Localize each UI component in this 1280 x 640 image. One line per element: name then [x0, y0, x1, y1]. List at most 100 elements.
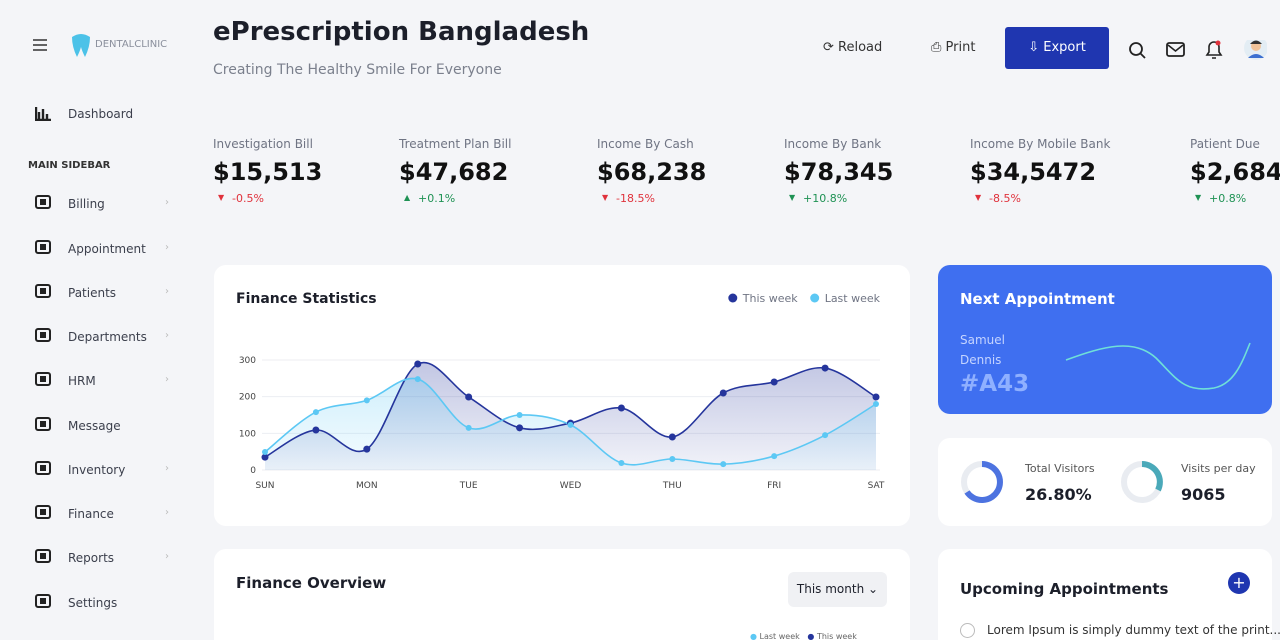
- points: [261, 360, 880, 468]
- section-label: MAIN SIDEBAR: [28, 160, 111, 171]
- data-point: [261, 453, 269, 461]
- legend-label: Last week: [759, 632, 800, 640]
- data-point: [770, 378, 778, 386]
- data-point: [262, 449, 268, 456]
- print-button[interactable]: ⎙ Print: [931, 40, 976, 55]
- nav-icon: [35, 505, 51, 519]
- nav-item[interactable]: Billing: [68, 197, 105, 211]
- upcoming-title: Upcoming Appointments: [960, 580, 1169, 598]
- stat-label: Treatment Plan Bill: [399, 137, 512, 151]
- data-point: [618, 460, 625, 467]
- nav-icon: [35, 328, 51, 342]
- data-point: [516, 424, 524, 432]
- nav-item[interactable]: Reports: [68, 551, 115, 565]
- data-point: [668, 433, 676, 441]
- reload-button[interactable]: ⟳ Reload: [823, 40, 883, 55]
- data-point: [363, 445, 371, 453]
- nav-item[interactable]: Patients: [68, 286, 117, 300]
- nav-icon: [35, 594, 51, 608]
- data-point: [821, 364, 829, 372]
- print-label: Print: [945, 40, 976, 55]
- stat-value: $47,682: [399, 158, 509, 186]
- nav-item[interactable]: HRM: [68, 374, 96, 388]
- stat-arrow: ▲: [404, 193, 411, 202]
- nav-icon: [35, 195, 51, 209]
- brand: DENTALCLINIC: [95, 39, 168, 50]
- visits-ring: [1121, 461, 1163, 503]
- nav-item[interactable]: Message: [68, 419, 121, 433]
- nav-icon: [35, 372, 51, 386]
- toolbar-icons: [1129, 40, 1267, 60]
- stat-change: +0.8%: [1209, 192, 1247, 205]
- nav-chevron: ›: [165, 507, 169, 518]
- x-tick-label: MON: [356, 481, 378, 491]
- x-tick-label: SUN: [255, 481, 274, 491]
- data-point: [719, 389, 727, 397]
- data-point: [414, 376, 421, 383]
- y-tick-label: 0: [250, 466, 256, 476]
- nav-item[interactable]: Finance: [68, 507, 114, 521]
- visitors-card: [938, 438, 1272, 526]
- nav-chevron: ›: [165, 242, 169, 253]
- data-point: [720, 461, 727, 468]
- stat-value: $2,684: [1190, 158, 1280, 186]
- nav-item[interactable]: Inventory: [68, 463, 126, 477]
- stat-change: -0.5%: [232, 192, 264, 205]
- nav-chevron: ›: [165, 551, 169, 562]
- data-point: [312, 409, 319, 416]
- mail-icon[interactable]: [1166, 42, 1185, 57]
- checkbox[interactable]: [960, 623, 975, 638]
- legend-label: This week: [742, 292, 799, 305]
- data-point: [872, 393, 880, 401]
- visitor-stat-value: 26.80%: [1025, 485, 1092, 504]
- y-tick-label: 100: [239, 429, 256, 439]
- x-tick-label: FRI: [767, 481, 781, 491]
- appointment-code: #A43: [960, 371, 1030, 397]
- bell-icon[interactable]: [1205, 40, 1223, 59]
- legend-label: This week: [816, 632, 857, 640]
- stat-label: Patient Due: [1190, 137, 1260, 151]
- data-point: [822, 432, 829, 439]
- sparkline: [1065, 342, 1251, 390]
- period-label: This month: [796, 582, 865, 596]
- appointment-item: Lorem Ipsum is simply dummy text of the …: [987, 623, 1280, 637]
- visitor-stat-label: Total Visitors: [1025, 462, 1095, 475]
- visitors-ring: [961, 461, 1003, 503]
- nav-chevron: ›: [165, 197, 169, 208]
- visitor-stat-value: 9065: [1181, 485, 1226, 504]
- avatar[interactable]: [1244, 40, 1267, 60]
- legend-label: Last week: [825, 292, 881, 305]
- next-appointment-card: [938, 265, 1272, 414]
- y-tick-label: 300: [239, 356, 256, 366]
- patient-first-name: Samuel: [960, 333, 1005, 347]
- export-button[interactable]: ⇩ Export: [1005, 27, 1109, 69]
- stat-label: Income By Mobile Bank: [970, 137, 1111, 151]
- stat-change: +10.8%: [803, 192, 848, 205]
- data-point: [669, 456, 676, 462]
- nav-item[interactable]: Dashboard: [68, 107, 134, 121]
- data-point: [873, 401, 879, 407]
- stat-label: Income By Cash: [597, 137, 694, 151]
- search-icon[interactable]: [1129, 42, 1146, 59]
- y-tick-label: 200: [239, 393, 256, 403]
- series-area: [265, 378, 876, 470]
- add-button[interactable]: +: [1228, 572, 1250, 594]
- data-point: [516, 412, 523, 418]
- nav-item[interactable]: Settings: [68, 596, 118, 610]
- nav-chevron: ›: [165, 286, 169, 297]
- menu-icon[interactable]: [32, 38, 48, 52]
- nav-icon: [35, 417, 51, 431]
- nav-item[interactable]: Appointment: [68, 242, 146, 256]
- page-title: ePrescription Bangladesh: [213, 17, 590, 47]
- nav-icon: [35, 461, 51, 475]
- legend-swatch: [728, 293, 738, 303]
- nav-item[interactable]: Departments: [68, 330, 147, 344]
- reload-label: Reload: [838, 40, 883, 55]
- stat-label: Income By Bank: [784, 137, 882, 151]
- x-tick-label: SAT: [868, 481, 885, 491]
- period-dropdown[interactable]: This month ⌄: [788, 572, 887, 607]
- data-point: [312, 426, 320, 434]
- upcoming-card: [938, 549, 1272, 640]
